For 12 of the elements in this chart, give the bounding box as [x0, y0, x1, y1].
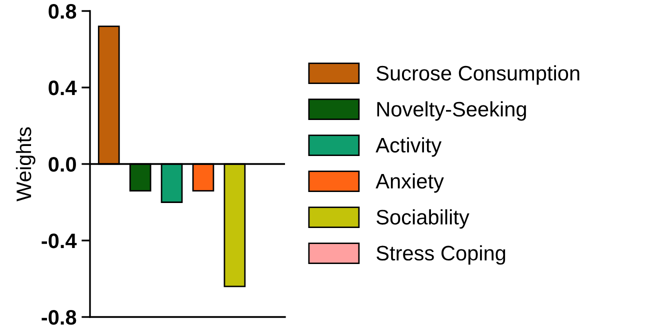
- y-tick-label: 0.4: [48, 80, 77, 96]
- y-tick-label: -0.8: [42, 310, 76, 325]
- y-tick-label: 0.8: [48, 4, 76, 19]
- legend-label: Stress Coping: [376, 245, 506, 265]
- legend-label: Anxiety: [376, 173, 444, 193]
- legend-label: Sociability: [376, 209, 470, 229]
- y-tick-label: -0.4: [42, 234, 77, 248]
- legend-label: Sucrose Consumption: [376, 65, 580, 85]
- legend-label: Activity: [376, 137, 442, 157]
- y-tick-label: 0.0: [48, 157, 76, 172]
- y-axis-title: Weights: [16, 127, 36, 202]
- legend-label: Novelty-Seeking: [377, 101, 526, 121]
